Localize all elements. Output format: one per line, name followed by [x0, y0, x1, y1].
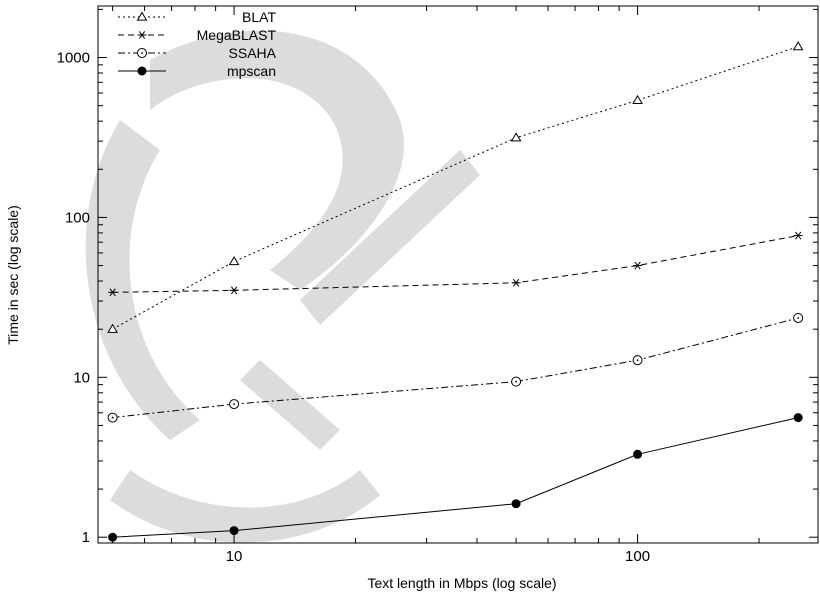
series-line [112, 235, 799, 293]
marker-dot [111, 416, 114, 419]
series-layer [107, 41, 804, 542]
marker-stroke [634, 261, 641, 270]
series-mpscan [108, 413, 803, 542]
axis-ticks: 10 100 1 10 100 1000 [57, 6, 818, 565]
legend: BLAT MegaBLAST SSAHA mpscan [118, 9, 277, 79]
x-axis-title: Text length in Mbps (log scale) [367, 575, 556, 591]
legend-item-blat: BLAT [118, 9, 276, 25]
series-line [112, 317, 799, 419]
y-axis-title: Time in sec (log scale) [5, 205, 21, 345]
series-ssaha [107, 312, 804, 423]
legend-marker [136, 11, 148, 21]
marker-dot [797, 317, 800, 319]
legend-item-megablast: MegaBLAST [118, 27, 276, 43]
data-point [511, 278, 521, 287]
data-point [793, 413, 803, 423]
marker-dot [233, 403, 235, 405]
data-point [107, 323, 118, 333]
data-point [108, 288, 118, 297]
data-point [229, 526, 239, 536]
y-tick-label: 100 [65, 209, 90, 226]
marker-dot [636, 359, 639, 362]
marker-stroke [795, 231, 802, 240]
legend-label: BLAT [242, 9, 276, 25]
y-tick-label: 1 [82, 529, 90, 546]
marker-stroke [138, 31, 146, 39]
data-point [792, 41, 804, 51]
marker-stroke [109, 288, 116, 297]
legend-marker [137, 31, 147, 39]
plot-frame [97, 5, 819, 544]
x-tick-label: 100 [625, 548, 650, 565]
marker-dot [141, 52, 143, 54]
legend-item-mpscan: mpscan [118, 63, 276, 79]
series-megablast [108, 231, 803, 297]
data-point [511, 499, 521, 509]
data-point [793, 231, 803, 240]
legend-marker [137, 66, 147, 76]
legend-item-ssaha: SSAHA [118, 45, 277, 61]
marker-stroke [513, 278, 520, 287]
data-point [633, 449, 643, 459]
y-tick-label: 10 [73, 369, 90, 386]
watermark [85, 30, 480, 543]
y-tick-label: 1000 [57, 50, 90, 67]
data-point [633, 261, 643, 270]
legend-label: MegaBLAST [197, 27, 277, 43]
series-line [112, 46, 799, 330]
data-point [228, 256, 240, 266]
data-point [229, 286, 239, 295]
data-point [632, 94, 643, 104]
marker-stroke [230, 286, 238, 295]
marker-dot [515, 380, 518, 383]
data-point [510, 132, 522, 142]
legend-label: SSAHA [229, 45, 277, 61]
x-tick-label: 10 [226, 548, 243, 565]
data-point [108, 532, 118, 542]
series-blat [107, 41, 804, 333]
legend-label: mpscan [227, 63, 276, 79]
